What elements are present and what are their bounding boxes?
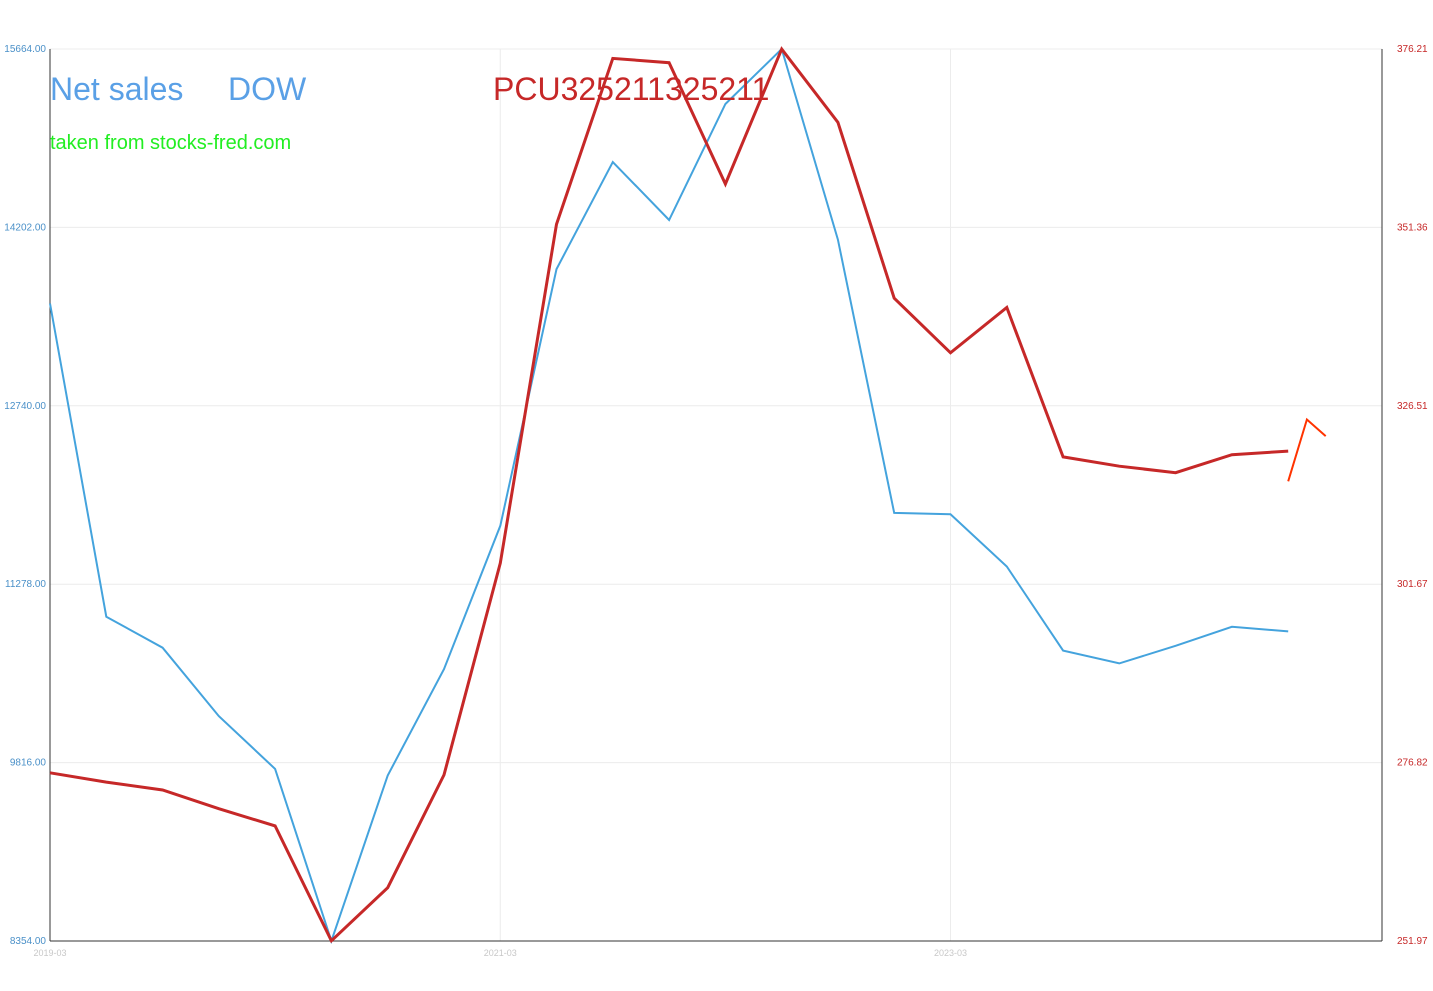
chart-titles: Net sales DOW PCU325211325211 taken from… (50, 71, 769, 154)
tick-labels: 15664.00 376.21 14202.00 351.36 12740.00 326.… (4, 44, 1428, 958)
grid-lines (49, 48, 1382, 941)
right-tick-label: 376.21 (1397, 44, 1428, 55)
title-dow-label: DOW (228, 71, 307, 107)
right-tick-label: 351.36 (1397, 222, 1428, 233)
left-tick-label: 8354.00 (10, 936, 47, 947)
left-tick-label: 15664.00 (4, 44, 46, 55)
x-tick-label: 2019-03 (33, 948, 66, 958)
right-tick-label: 251.97 (1397, 936, 1428, 947)
title-left-label: Net sales (50, 71, 183, 107)
right-tick-label: 276.82 (1397, 758, 1428, 769)
axes (49, 49, 1383, 942)
left-tick-label: 14202.00 (4, 222, 46, 233)
right-tick-label: 301.67 (1397, 579, 1428, 590)
x-tick-label: 2023-03 (934, 948, 967, 958)
net-sales-line (49, 47, 1289, 945)
series-lines (49, 46, 1327, 945)
left-tick-label: 11278.00 (5, 579, 46, 590)
x-tick-label: 2021-03 (484, 948, 517, 958)
source-label: taken from stocks-fred.com (50, 132, 291, 154)
left-tick-label: 9816.00 (10, 758, 47, 769)
title-right-label: PCU325211325211 (493, 71, 769, 107)
right-tick-label: 326.51 (1397, 401, 1428, 412)
pcu-line (49, 46, 1289, 944)
pcu-extension-line (1287, 417, 1327, 482)
left-tick-label: 12740.00 (4, 401, 46, 412)
